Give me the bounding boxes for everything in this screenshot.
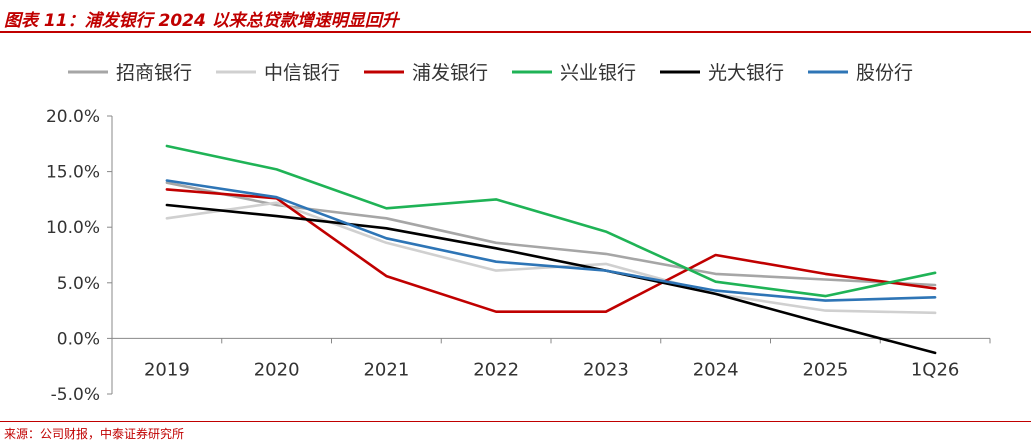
chart-axes: 20.0% 15.0% 10.0% 5.0% 0.0% -5.0% 2019 2020 2021… (46, 107, 991, 405)
legend-label: 招商银行 (116, 62, 192, 84)
chart-legend: 招商银行 中信银行 浦发银行 兴业银行 光大银行 股份行 (68, 62, 913, 84)
y-tick-label: 5.0% (57, 274, 100, 294)
legend-label: 光大银行 (708, 62, 784, 84)
series-line (165, 179, 937, 302)
series-line (165, 188, 937, 314)
source-divider (0, 421, 1031, 422)
chart-series (165, 144, 937, 355)
x-tick-label: 2025 (802, 359, 848, 380)
chart-title: 图表 11：浦发银行 2024 以来总贷款增速明显回升 (4, 11, 399, 31)
series-line (165, 144, 937, 298)
y-tick-label: 0.0% (57, 329, 100, 349)
line-chart: 招商银行 中信银行 浦发银行 兴业银行 光大银行 股份行 20.0% 15.0% 10.0% 5… (46, 62, 991, 405)
y-tick-label: -5.0% (51, 385, 100, 405)
legend-label: 股份行 (856, 62, 913, 84)
x-tick-label: 2021 (363, 359, 409, 380)
y-tick-label: 10.0% (46, 218, 100, 238)
legend-label: 中信银行 (264, 62, 340, 84)
title-bar: 图表 11：浦发银行 2024 以来总贷款增速明显回升 (0, 0, 1031, 34)
title-divider (0, 31, 1031, 33)
y-tick-label: 15.0% (46, 163, 100, 183)
x-tick-label: 2024 (693, 359, 739, 380)
x-tick-label: 2022 (473, 359, 519, 380)
chart-area: 招商银行 中信银行 浦发银行 兴业银行 光大银行 股份行 20.0% 15.0% 10.0% 5… (0, 34, 1031, 416)
series-line (165, 203, 937, 355)
x-tick-label: 1Q26 (911, 359, 960, 380)
series-line (165, 181, 937, 287)
legend-label: 浦发银行 (412, 62, 488, 84)
legend-label: 兴业银行 (560, 62, 636, 84)
source-note: 来源：公司财报，中泰证券研究所 (4, 427, 185, 441)
x-tick-label: 2020 (254, 359, 300, 380)
y-tick-label: 20.0% (46, 107, 100, 127)
x-tick-label: 2019 (144, 359, 190, 380)
x-tick-label: 2023 (583, 359, 629, 380)
